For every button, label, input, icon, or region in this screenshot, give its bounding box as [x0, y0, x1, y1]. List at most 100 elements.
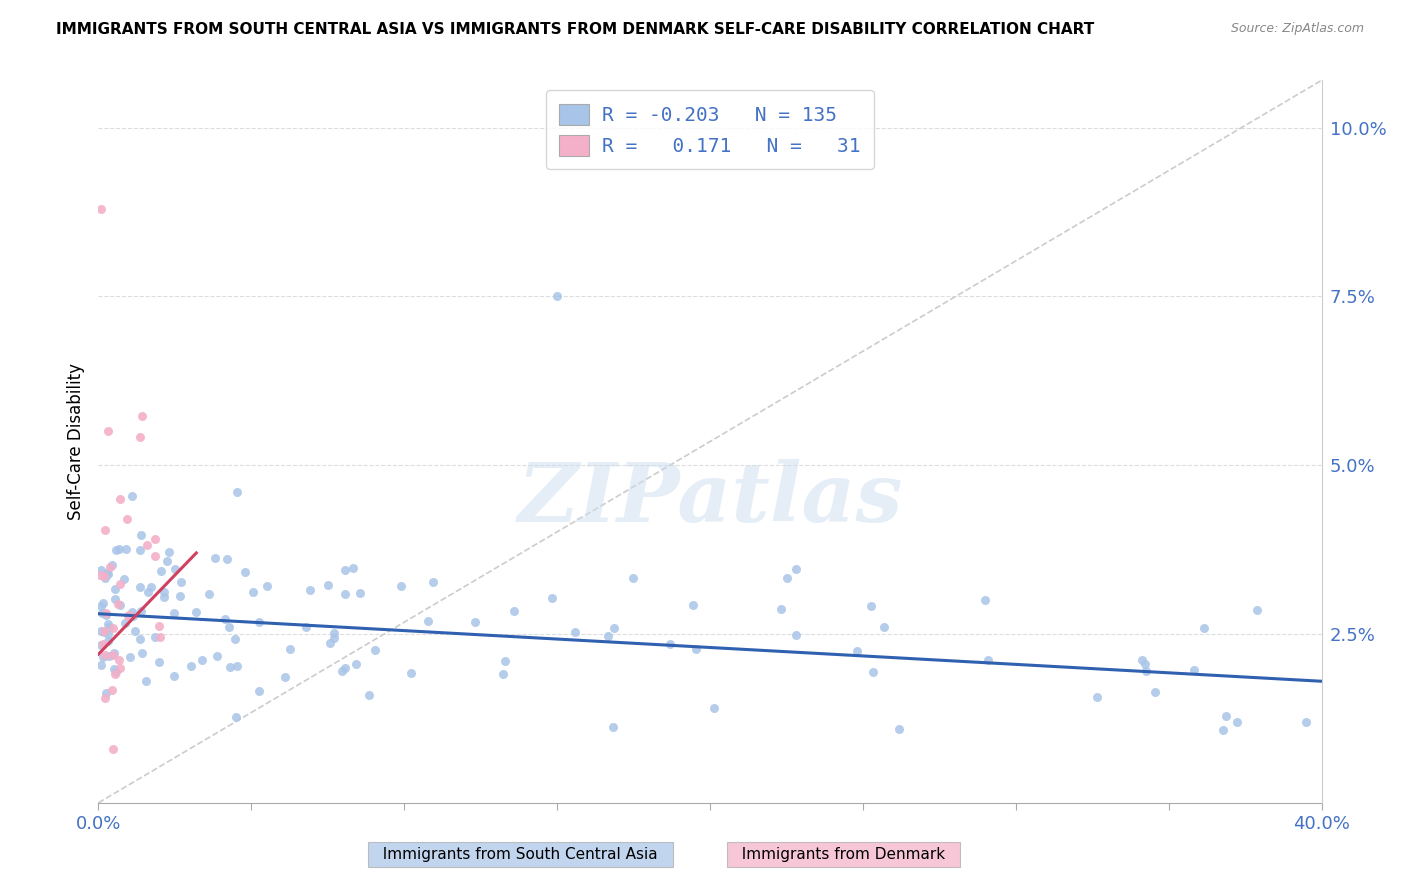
- Point: [136, 584, 159, 599]
- Point: [149, 564, 172, 578]
- Point: [464, 615, 486, 630]
- Point: [128, 632, 150, 647]
- Point: [170, 574, 193, 589]
- Text: Immigrants from Denmark: Immigrants from Denmark: [733, 847, 955, 862]
- Point: [156, 554, 179, 568]
- Point: [357, 688, 380, 702]
- Point: [101, 648, 124, 662]
- Point: [129, 580, 152, 594]
- Point: [90, 657, 112, 672]
- Point: [148, 619, 170, 633]
- Point: [149, 630, 172, 644]
- Point: [217, 552, 239, 566]
- Point: [219, 659, 242, 673]
- Point: [190, 653, 212, 667]
- Point: [93, 625, 115, 640]
- Point: [621, 571, 644, 585]
- Point: [603, 621, 626, 635]
- Point: [152, 591, 174, 605]
- Point: [101, 741, 124, 756]
- Point: [105, 665, 128, 680]
- Point: [98, 560, 121, 574]
- Text: IMMIGRANTS FROM SOUTH CENTRAL ASIA VS IMMIGRANTS FROM DENMARK SELF-CARE DISABILI: IMMIGRANTS FROM SOUTH CENTRAL ASIA VS IM…: [56, 22, 1094, 37]
- Point: [247, 615, 270, 630]
- Point: [785, 628, 807, 642]
- Point: [1246, 603, 1268, 617]
- Point: [887, 722, 910, 736]
- Point: [131, 409, 153, 423]
- Y-axis label: Self-Care Disability: Self-Care Disability: [66, 363, 84, 520]
- Point: [91, 650, 114, 665]
- Point: [316, 578, 339, 592]
- Point: [118, 650, 141, 665]
- Point: [226, 659, 249, 673]
- Point: [97, 627, 120, 641]
- Point: [602, 720, 624, 734]
- Point: [492, 667, 515, 681]
- Point: [1212, 723, 1234, 738]
- Point: [503, 604, 526, 618]
- Point: [131, 528, 153, 542]
- Point: [112, 572, 135, 586]
- Point: [108, 598, 131, 612]
- Point: [1143, 684, 1166, 698]
- Point: [323, 625, 346, 640]
- Point: [233, 566, 256, 580]
- Point: [295, 620, 318, 634]
- Point: [165, 561, 187, 575]
- Point: [1130, 653, 1153, 667]
- Point: [226, 485, 249, 500]
- Point: [94, 570, 117, 584]
- Point: [101, 558, 124, 573]
- Point: [322, 631, 344, 645]
- Point: [115, 541, 138, 556]
- Point: [184, 605, 207, 619]
- Point: [342, 561, 364, 575]
- Point: [776, 571, 799, 585]
- Legend: R = -0.203   N = 135, R =   0.171   N =   31: R = -0.203 N = 135, R = 0.171 N = 31: [546, 90, 875, 169]
- Point: [163, 607, 186, 621]
- Point: [121, 489, 143, 503]
- Point: [422, 575, 444, 590]
- Point: [974, 592, 997, 607]
- Point: [141, 580, 163, 594]
- Point: [225, 710, 247, 724]
- Point: [97, 567, 120, 582]
- Point: [169, 589, 191, 603]
- Point: [97, 634, 120, 648]
- Point: [859, 599, 882, 613]
- Point: [333, 587, 356, 601]
- Point: [703, 700, 725, 714]
- Point: [91, 637, 114, 651]
- Point: [659, 637, 682, 651]
- Point: [344, 657, 367, 672]
- Point: [96, 686, 118, 700]
- Point: [1182, 664, 1205, 678]
- Point: [278, 641, 301, 656]
- Point: [224, 632, 246, 646]
- Point: [93, 569, 115, 583]
- Point: [90, 607, 112, 621]
- Point: [364, 643, 387, 657]
- Point: [1085, 690, 1108, 705]
- Point: [101, 621, 124, 635]
- Point: [108, 576, 131, 591]
- Point: [596, 629, 619, 643]
- Point: [1133, 657, 1156, 671]
- Point: [333, 661, 356, 675]
- Point: [129, 542, 152, 557]
- Point: [96, 606, 118, 620]
- Point: [145, 532, 167, 546]
- Point: [685, 641, 707, 656]
- Point: [107, 597, 129, 611]
- Point: [104, 591, 127, 606]
- Point: [117, 609, 139, 624]
- Point: [121, 609, 143, 624]
- Point: [349, 586, 371, 600]
- Point: [1215, 709, 1237, 723]
- Point: [124, 624, 146, 638]
- Point: [564, 624, 586, 639]
- Point: [416, 614, 439, 628]
- Point: [163, 669, 186, 683]
- Point: [93, 624, 115, 638]
